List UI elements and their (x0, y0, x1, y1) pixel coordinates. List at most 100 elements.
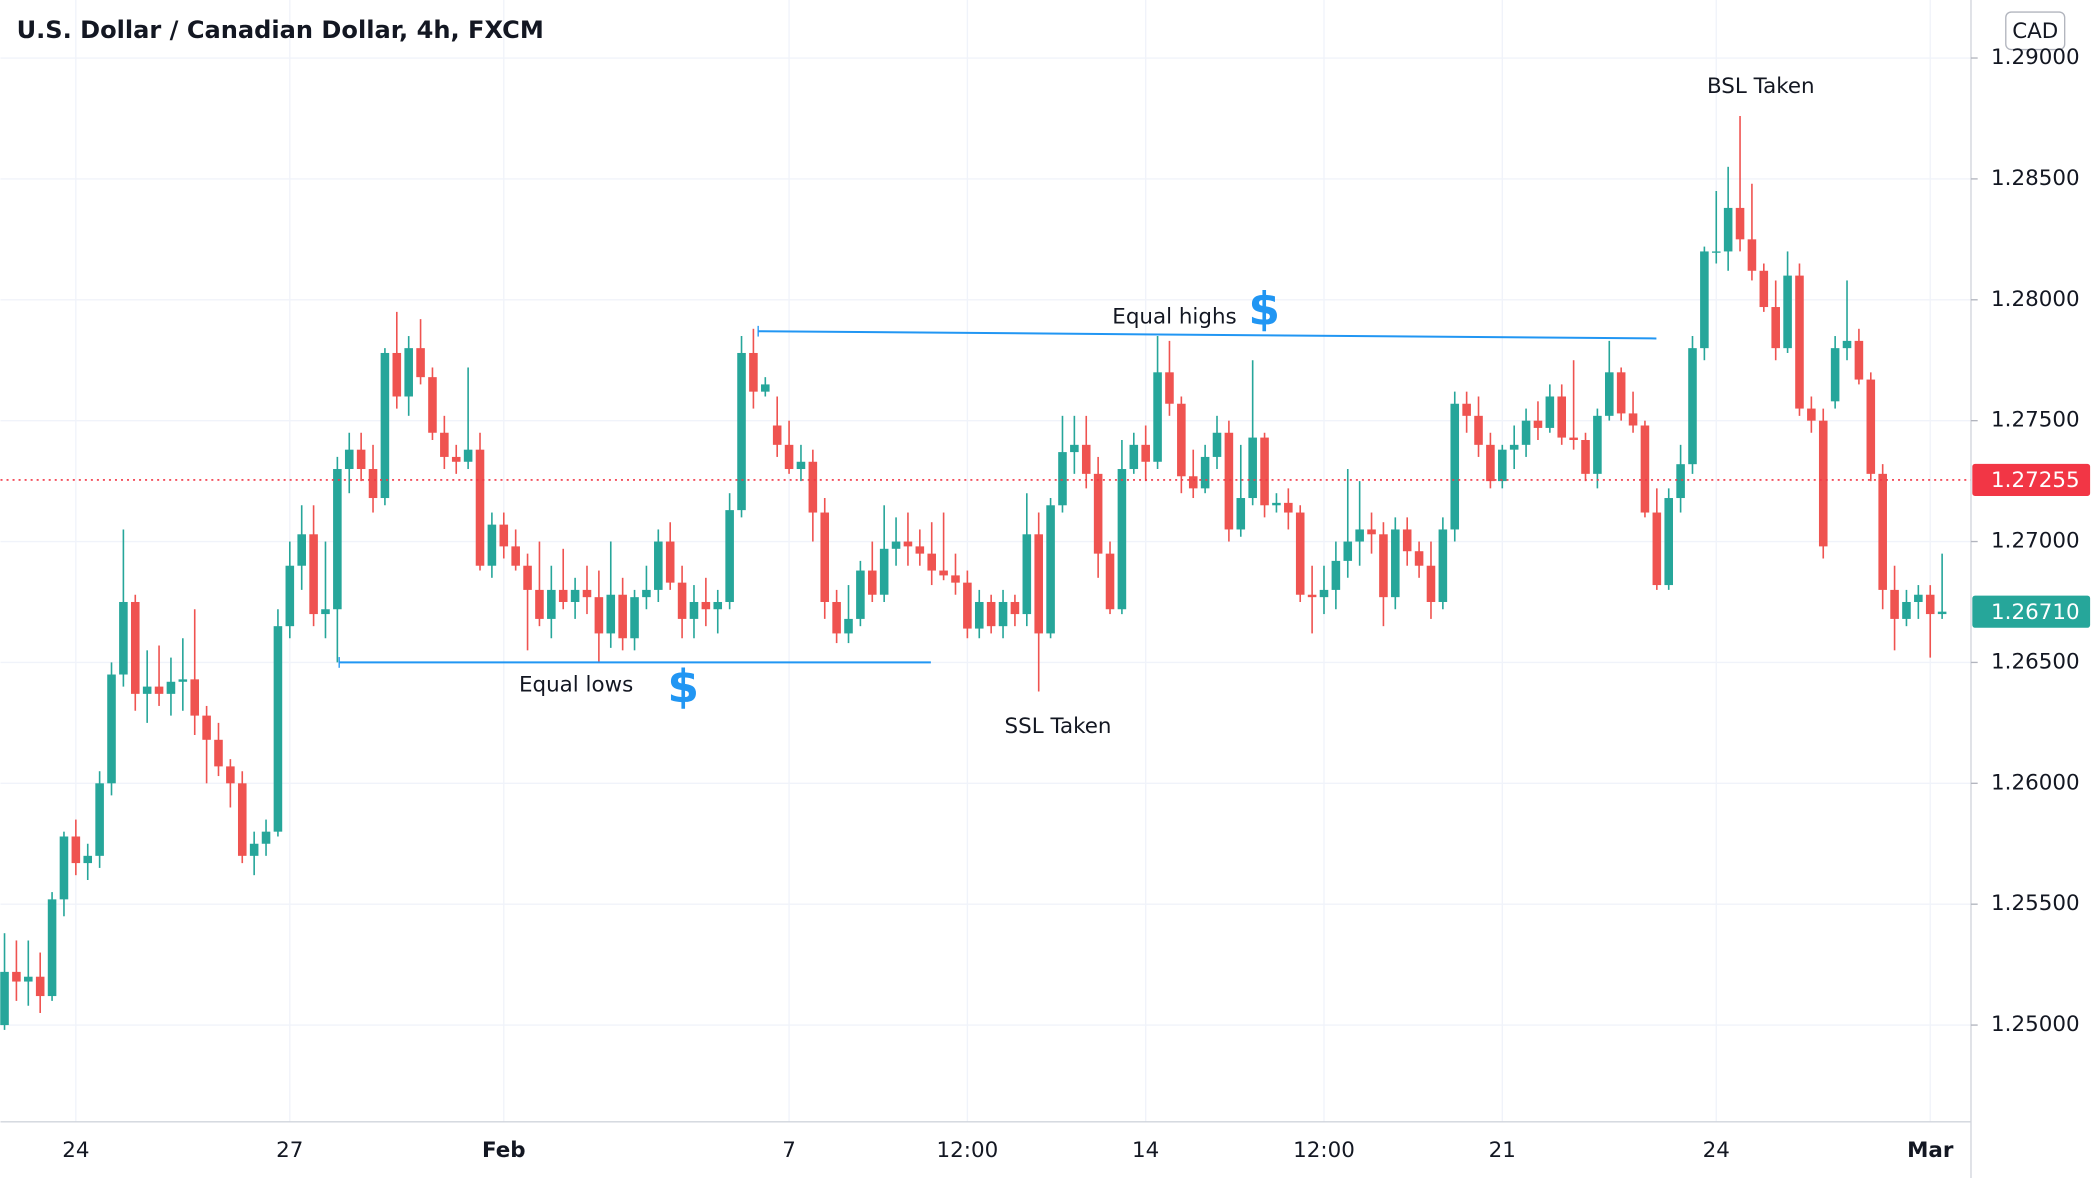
candle-body (1604, 372, 1614, 416)
candle-body (689, 601, 699, 619)
candle-body (463, 449, 473, 462)
candle-body (95, 783, 104, 856)
candle-body (1937, 611, 1947, 615)
candle-body (1450, 403, 1460, 530)
x-tick-label: 12:00 (1293, 1138, 1355, 1163)
currency-label[interactable]: CAD (2012, 19, 2058, 44)
candle-body (1854, 340, 1864, 380)
candle-body (1795, 275, 1804, 409)
candle-body (487, 524, 497, 566)
candle-body (321, 609, 330, 615)
chart-title: U.S. Dollar / Canadian Dollar, 4h, FXCM (17, 16, 544, 44)
candle-body (130, 601, 140, 694)
candle-body (59, 836, 69, 900)
candle-body (1391, 529, 1400, 598)
candle-body (582, 589, 592, 598)
candle-body (570, 589, 580, 602)
candle-body (190, 679, 200, 716)
candle-body (761, 384, 770, 392)
price-badge (1972, 463, 2091, 496)
candle-body (107, 674, 116, 784)
candle-body (1081, 444, 1091, 474)
candle-body (71, 836, 81, 864)
candle-body (1842, 340, 1852, 349)
candle-body (963, 582, 972, 629)
candle-body (891, 541, 901, 549)
candle-body (1379, 534, 1388, 598)
candle-body (1307, 594, 1317, 598)
candle-body (535, 589, 544, 619)
y-tick-label: 1.28500 (1991, 166, 2080, 191)
y-tick-label: 1.26000 (1991, 770, 2080, 795)
candle-body (35, 976, 45, 997)
candle-body (47, 899, 57, 997)
candle-body (1022, 534, 1032, 615)
candle-body (844, 618, 853, 634)
candle-body (1747, 239, 1757, 271)
candle-body (1117, 469, 1127, 610)
candle-body (1486, 444, 1495, 482)
x-tick-label: 12:00 (937, 1138, 999, 1163)
candle-body (998, 601, 1008, 627)
candle-body (986, 601, 996, 627)
candle-body (927, 553, 937, 571)
candle-body (261, 831, 271, 844)
level-line (758, 330, 1657, 340)
candle-body (1676, 464, 1685, 499)
candle-body (440, 432, 449, 457)
candle-body (368, 469, 378, 499)
candle-body (333, 469, 342, 610)
x-tick-label: 21 (1489, 1138, 1516, 1163)
candle-body (737, 352, 746, 511)
candle-body (154, 686, 164, 694)
candle-body (867, 570, 877, 595)
candle-body (1640, 425, 1650, 513)
candle-body (618, 594, 627, 639)
candle-body (83, 855, 93, 864)
candle-body (594, 597, 604, 634)
currency-button[interactable] (2005, 11, 2066, 51)
candle-body (1177, 403, 1186, 477)
candle-body (1295, 512, 1305, 595)
candle-body (1141, 444, 1150, 462)
candle-body (1462, 403, 1471, 416)
candle-body (309, 534, 318, 615)
candle-body (1581, 440, 1590, 474)
candle-body (12, 971, 21, 982)
candle-body (1914, 594, 1923, 602)
candle-body (1521, 420, 1531, 445)
y-tick-label: 1.27000 (1991, 529, 2080, 554)
candle-body (1902, 601, 1911, 619)
candle-body (1569, 437, 1578, 441)
candle-body (1652, 512, 1662, 586)
candle-body (1284, 502, 1293, 513)
candle-body (0, 971, 9, 1026)
candle-body (915, 546, 925, 554)
candle-body (1058, 452, 1067, 506)
candle-body (24, 976, 33, 982)
candle-body (547, 589, 556, 619)
candle-body (749, 352, 758, 392)
candle-body (1426, 565, 1436, 602)
candle-body (951, 575, 960, 583)
candle-body (1402, 529, 1412, 552)
candle-body (856, 570, 865, 619)
candle-body (903, 541, 913, 547)
candle-body (1034, 534, 1043, 634)
candle-body (1248, 437, 1257, 499)
candle-body (1438, 529, 1448, 602)
x-tick-label: 14 (1132, 1138, 1159, 1163)
candle-body (713, 601, 723, 610)
candle-body (1700, 251, 1709, 349)
y-tick-label: 1.25500 (1991, 891, 2080, 916)
candle-body (1545, 396, 1555, 428)
candle-body (772, 425, 782, 445)
candle-body (1533, 420, 1543, 428)
candle-body (1010, 601, 1020, 615)
candle-body (166, 681, 176, 694)
candle-body (1260, 437, 1269, 506)
candle-body (1414, 551, 1424, 566)
candle-body (344, 449, 354, 470)
candle-body (237, 783, 247, 856)
y-tick-label: 1.29000 (1991, 45, 2080, 70)
